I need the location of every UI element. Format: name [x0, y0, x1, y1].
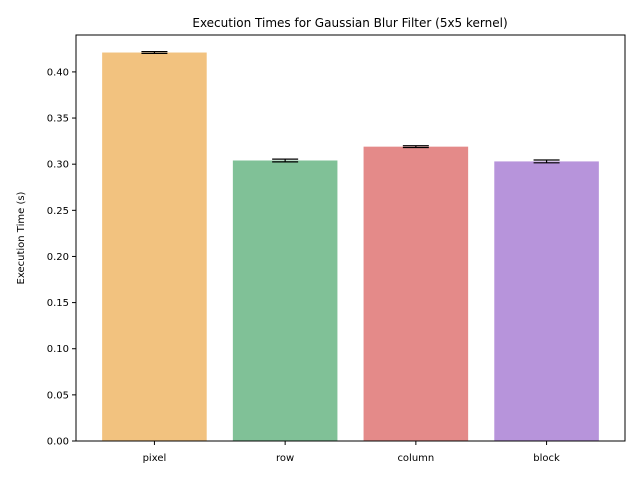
y-tick-label: 0.40: [47, 67, 69, 78]
y-tick-label: 0.00: [47, 437, 69, 448]
y-axis-title: Execution Time (s): [16, 191, 27, 284]
bar-column: [363, 146, 469, 441]
x-tick-label: row: [276, 453, 294, 464]
y-tick-label: 0.05: [47, 390, 69, 401]
y-tick-label: 0.30: [47, 160, 69, 171]
error-bars-layer: [141, 51, 560, 164]
error-bar-column: [402, 145, 429, 149]
error-bar-row: [272, 158, 299, 163]
chart-title: Execution Times for Gaussian Blur Filter…: [192, 16, 507, 30]
y-axis: 0.00 0.05 0.10 0.15 0.20 0.25 0.30 0.35 0.40: [47, 67, 76, 448]
y-tick-label: 0.15: [47, 298, 69, 309]
x-tick-label: pixel: [143, 453, 167, 464]
plot-frame: [75, 34, 626, 442]
x-axis: pixel row column block: [143, 441, 560, 464]
x-tick-label: block: [533, 453, 560, 464]
bar-pixel: [102, 52, 207, 441]
bar-row: [232, 160, 338, 441]
y-tick-label: 0.10: [47, 344, 69, 355]
y-tick-label: 0.20: [47, 252, 69, 263]
bars-layer: [102, 52, 599, 441]
y-tick-label: 0.35: [47, 114, 69, 125]
x-tick-label: column: [397, 453, 434, 464]
y-tick-label: 0.25: [47, 206, 69, 217]
bar-block: [494, 161, 599, 441]
error-bar-block: [533, 159, 560, 164]
error-bar-pixel: [141, 51, 168, 55]
